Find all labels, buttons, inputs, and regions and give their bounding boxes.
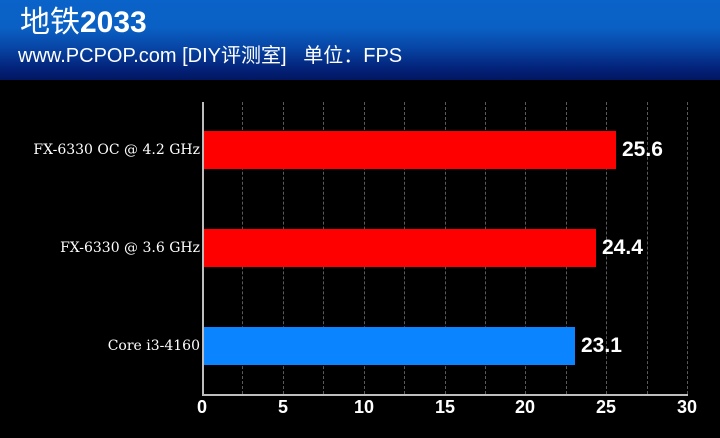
chart-header: 地铁2033 www.PCPOP.com [DIY评测室] 单位：FPS [0,0,720,80]
y-axis-line [202,102,204,396]
x-tick-label: 0 [196,397,208,417]
x-axis-line [202,394,688,396]
x-tick-label: 15 [434,397,456,417]
bar [204,327,576,365]
category-label: Core i3-4160 [107,338,200,354]
x-tick-label: 10 [353,397,375,417]
bar [204,131,616,169]
category-label: FX-6330 OC @ 4.2 GHz [33,142,200,158]
value-label: 23.1 [581,334,622,357]
gridline [687,102,688,394]
gridline [647,102,648,394]
title-game-name: 地铁 [20,6,80,39]
x-tick-label: 30 [676,397,698,417]
x-tick-label: 25 [595,397,617,417]
title-game-number: 2033 [80,6,147,39]
value-label: 24.4 [602,236,643,259]
x-tick-label: 5 [277,397,289,417]
chart-subtitle: www.PCPOP.com [DIY评测室] 单位：FPS [18,45,403,67]
x-tick-label: 20 [514,397,536,417]
bar [204,229,597,267]
chart-title: 地铁2033 [20,6,147,40]
value-label: 25.6 [622,138,663,161]
category-label: FX-6330 @ 3.6 GHz [60,240,200,256]
gridline [606,102,607,394]
